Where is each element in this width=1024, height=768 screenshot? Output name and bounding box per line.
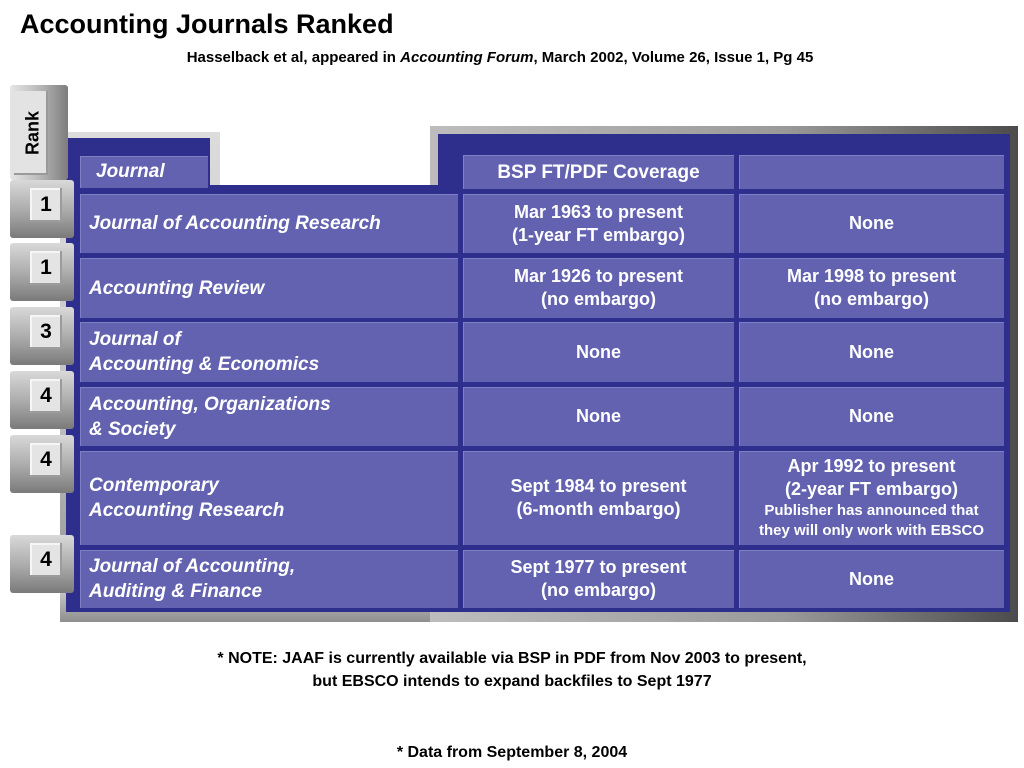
journal-name: Accounting Review — [89, 277, 265, 299]
publisher-note: Publisher has announced that — [764, 502, 979, 519]
bsp-coverage-cell: Mar 1963 to present (1-year FT embargo) — [463, 194, 734, 253]
bsp-coverage-cell: Sept 1977 to present (no embargo) — [463, 550, 734, 608]
other-coverage-line: (no embargo) — [814, 289, 929, 309]
rank-tab: 3 — [10, 307, 74, 365]
column-header-bsp: BSP FT/PDF Coverage — [463, 155, 734, 189]
jaaf-note-line: but EBSCO intends to expand backfiles to… — [312, 673, 712, 690]
bsp-coverage-line: (1-year FT embargo) — [511, 224, 686, 245]
bsp-coverage-line: (no embargo) — [541, 289, 656, 309]
rank-value: 4 — [30, 543, 62, 577]
journal-cell: Accounting, Organizations & Society — [80, 387, 458, 446]
page-title: Accounting Journals Ranked — [20, 9, 394, 39]
journal-name: Contemporary — [89, 475, 219, 496]
bsp-coverage-line: (no embargo) — [541, 580, 656, 600]
journal-name: Journal of — [89, 329, 181, 350]
citation-source: Accounting Forum — [400, 49, 534, 66]
column-header-journal: Journal — [80, 156, 208, 188]
journal-cell: Journal of Accounting Research — [80, 194, 458, 253]
rank-header-face — [14, 91, 48, 175]
rank-value: 4 — [30, 443, 62, 477]
rank-header-label: Rank — [22, 110, 43, 156]
other-coverage-cell: None — [739, 194, 1004, 253]
jaaf-note-line: * NOTE: JAAF is currently available via … — [217, 650, 807, 667]
other-coverage-line: Apr 1992 to present — [787, 456, 956, 476]
journal-name: & Society — [89, 418, 176, 440]
rank-header: Rank — [10, 85, 68, 180]
bsp-coverage-cell: Mar 1926 to present (no embargo) — [463, 258, 734, 318]
other-coverage-line: None — [849, 341, 894, 362]
bsp-coverage-cell: None — [463, 387, 734, 446]
bsp-coverage-line: Mar 1926 to present — [513, 266, 684, 286]
journal-cell: Contemporary Accounting Research — [80, 451, 458, 545]
other-coverage-cell: Apr 1992 to present (2-year FT embargo) … — [739, 451, 1004, 545]
rank-value: 1 — [30, 251, 62, 285]
rank-tab: 1 — [10, 180, 74, 238]
bsp-coverage-line: Sept 1984 to present — [510, 476, 687, 496]
bsp-coverage-cell: Sept 1984 to present (6-month embargo) — [463, 451, 734, 545]
other-coverage-cell: Mar 1998 to present (no embargo) — [739, 258, 1004, 318]
journal-cell: Journal of Accounting & Economics — [80, 322, 458, 382]
other-coverage-cell: None — [739, 387, 1004, 446]
rank-value: 4 — [30, 379, 62, 413]
journal-name: Auditing & Finance — [89, 581, 263, 602]
jaaf-note: * NOTE: JAAF is currently available via … — [0, 647, 1024, 693]
other-coverage-line: (2-year FT embargo) — [784, 479, 959, 499]
other-coverage-line: None — [849, 406, 894, 426]
journal-name: Accounting Research — [89, 500, 285, 521]
journal-cell: Journal of Accounting, Auditing & Financ… — [80, 550, 458, 608]
rank-tab: 4 — [10, 435, 74, 493]
bsp-coverage-line: (6-month embargo) — [516, 499, 681, 519]
bsp-coverage-line: None — [576, 406, 621, 426]
rank-tab: 4 — [10, 535, 74, 593]
column-header-other — [739, 155, 1004, 189]
other-coverage-cell: None — [739, 550, 1004, 608]
bsp-coverage-line: Sept 1977 to present — [510, 557, 687, 577]
data-date-note: * Data from September 8, 2004 — [396, 744, 628, 761]
publisher-note: they will only work with EBSCO — [758, 522, 985, 539]
journal-cell: Accounting Review — [80, 258, 458, 318]
journal-name: Accounting, Organizations — [89, 393, 331, 415]
citation-prefix: Hasselback et al, appeared in — [186, 49, 401, 66]
journal-name: Journal of Accounting, — [89, 556, 296, 577]
other-coverage-cell: None — [739, 322, 1004, 382]
other-coverage-line: None — [849, 213, 894, 233]
rank-value: 3 — [30, 315, 62, 349]
citation-suffix: , March 2002, Volume 26, Issue 1, Pg 45 — [533, 49, 814, 66]
other-coverage-line: None — [849, 568, 894, 589]
source-citation: Hasselback et al, appeared in Accounting… — [0, 49, 1000, 66]
journal-name: Accounting & Economics — [89, 354, 320, 375]
journal-name: Journal of Accounting Research — [89, 213, 381, 234]
rank-value: 1 — [30, 188, 62, 222]
other-coverage-line: Mar 1998 to present — [786, 266, 957, 286]
rank-tab: 1 — [10, 243, 74, 301]
rank-tab: 4 — [10, 371, 74, 429]
bsp-coverage-cell: None — [463, 322, 734, 382]
bsp-coverage-line: None — [576, 341, 621, 362]
bsp-coverage-line: Mar 1963 to present — [513, 201, 684, 222]
column-header-bsp-label: BSP FT/PDF Coverage — [497, 161, 700, 183]
